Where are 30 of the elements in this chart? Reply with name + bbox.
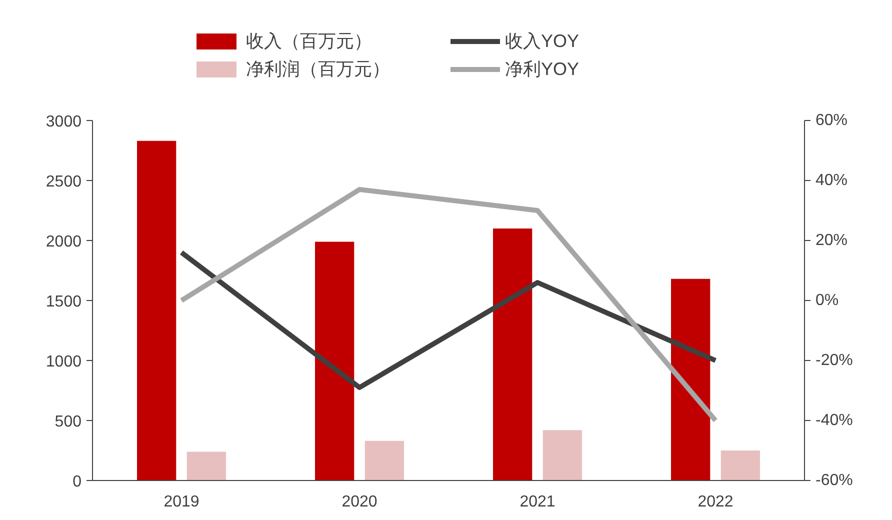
y2-tick-label: -20% [816, 352, 853, 369]
bar [364, 440, 404, 480]
y-tick-label: 0 [72, 474, 82, 490]
y2-tick-label: 20% [816, 232, 848, 249]
y2-tick-label: -60% [816, 472, 853, 489]
y2-tick-label: -40% [816, 412, 853, 429]
x-tick-label: 2020 [342, 494, 378, 510]
legend-label: 净利YOY [505, 58, 580, 81]
y-tick-label: 1000 [46, 354, 82, 370]
bar [720, 450, 760, 480]
legend-label: 净利润（百万元） [246, 58, 391, 81]
bar [542, 430, 582, 480]
y-tick-label: 2000 [46, 234, 82, 250]
legend-label: 收入YOY [505, 30, 580, 53]
y2-tick-label: 40% [816, 172, 848, 189]
legend-label: 收入（百万元） [246, 30, 373, 53]
bar [315, 242, 354, 480]
bar [137, 140, 176, 480]
y2-tick-label: 0% [816, 292, 839, 309]
y-tick-label: 500 [54, 414, 82, 430]
bar [493, 228, 532, 480]
bar [671, 278, 710, 480]
y-tick-label: 1500 [46, 294, 82, 310]
x-tick-label: 2022 [698, 494, 734, 510]
y-tick-label: 3000 [46, 114, 82, 130]
x-tick-label: 2021 [520, 494, 556, 510]
y-tick-label: 2500 [46, 174, 82, 190]
y2-tick-label: 60% [816, 112, 848, 129]
x-tick-label: 2019 [164, 494, 200, 510]
bar [186, 452, 226, 480]
